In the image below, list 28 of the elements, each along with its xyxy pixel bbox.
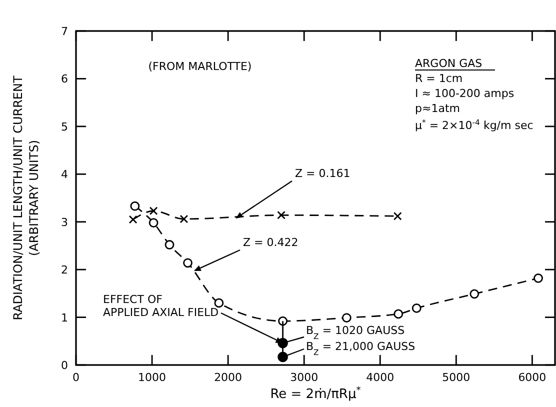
annotation: Z = 0.422 [243,236,298,249]
y-tick-label: 1 [61,311,68,324]
annotation: (FROM MARLOTTE) [148,60,252,73]
x-tick-label: 3000 [290,371,318,384]
y-tick-label: 0 [61,359,68,372]
annotation: p≈1atm [415,102,460,115]
y-tick-label: 4 [61,168,68,182]
y-axis-title: RADIATION/UNIT LENGTH/UNIT CURRENT (ARBITRARY UNITS) [11,75,41,320]
annotation: B$_{Z}$ = 21,000 GAUSS [306,340,416,356]
annotation: Z = 0.161 [295,167,350,180]
x-tick-label: 6000 [518,371,546,384]
x-tick-label: 1000 [138,371,166,384]
x-tick-label: 0 [72,371,80,384]
annotation: μ$^{*}$ = 2×10$^{-4}$ kg/m sec [415,118,534,132]
annotation: I ≈ 100-200 amps [415,87,514,100]
x-axis-title: Re = 2ṁ/πRμ$^{*}$ [270,386,362,402]
y-tick-label: 3 [61,216,68,229]
annotation: ARGON GAS [415,57,482,70]
annotation: B$_{Z}$ = 1020 GAUSS [306,324,405,340]
y-tick-label: 2 [61,264,68,277]
x-tick-label: 5000 [442,371,470,384]
y-tick-label: 5 [61,120,68,134]
y-tick-label: 7 [61,25,68,38]
annotation: EFFECT OF APPLIED AXIAL FIELD [103,293,219,319]
annotation: R = 1cm [415,72,463,85]
x-tick-label: 2000 [214,371,242,384]
y-tick-label: 6 [61,72,68,86]
x-tick-label: 4000 [366,371,394,384]
